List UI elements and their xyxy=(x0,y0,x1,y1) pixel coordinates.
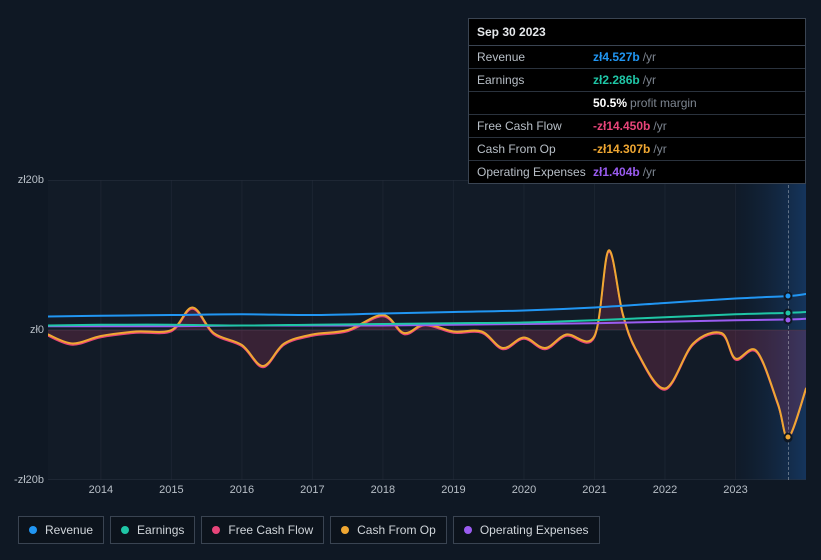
x-axis-tick-label: 2020 xyxy=(512,484,536,496)
tooltip-row-label xyxy=(477,96,593,110)
legend-item[interactable]: Earnings xyxy=(110,516,195,544)
chart-plot-area[interactable] xyxy=(48,180,806,480)
chart-legend: Revenue Earnings Free Cash Flow Cash From O… xyxy=(18,516,600,544)
legend-dot-icon xyxy=(121,526,129,534)
x-axis-tick-label: 2018 xyxy=(371,484,395,496)
tooltip-row-value: zł2.286b xyxy=(593,73,640,87)
tooltip-row-value-wrap: -zł14.307b/yr xyxy=(593,142,667,156)
chart-marker-dot xyxy=(784,292,793,301)
tooltip-row-label: Earnings xyxy=(477,73,593,87)
legend-dot-icon xyxy=(212,526,220,534)
tooltip-row-suffix: /yr xyxy=(653,119,666,133)
tooltip-row-value-wrap: zł1.404b/yr xyxy=(593,165,656,179)
y-axis-labels: -zł20bzł0zł20b xyxy=(16,160,48,460)
chart-tooltip: Sep 30 2023 Revenuezł4.527b/yrEarningszł… xyxy=(468,18,806,184)
tooltip-row-value: zł4.527b xyxy=(593,50,640,64)
legend-dot-icon xyxy=(29,526,37,534)
tooltip-row-value: zł1.404b xyxy=(593,165,640,179)
tooltip-row-suffix: /yr xyxy=(643,73,656,87)
x-axis-tick-label: 2019 xyxy=(441,484,465,496)
legend-item-label: Revenue xyxy=(45,523,93,537)
y-axis-tick-label: -zł20b xyxy=(14,474,44,486)
x-axis-tick-label: 2017 xyxy=(300,484,324,496)
tooltip-row-suffix: /yr xyxy=(643,50,656,64)
x-axis-tick-label: 2022 xyxy=(653,484,677,496)
tooltip-row-label: Revenue xyxy=(477,50,593,64)
financials-chart[interactable]: -zł20bzł0zł20b 2014201520162017201820192… xyxy=(16,160,806,500)
legend-item[interactable]: Operating Expenses xyxy=(453,516,600,544)
tooltip-row-value: -zł14.307b xyxy=(593,142,650,156)
tooltip-row-value-wrap: zł4.527b/yr xyxy=(593,50,656,64)
tooltip-row-value: -zł14.450b xyxy=(593,119,650,133)
legend-item-label: Operating Expenses xyxy=(480,523,589,537)
x-axis-tick-label: 2015 xyxy=(159,484,183,496)
tooltip-row: Operating Expenseszł1.404b/yr xyxy=(469,161,805,183)
tooltip-row-suffix: /yr xyxy=(653,142,666,156)
legend-item-label: Free Cash Flow xyxy=(228,523,313,537)
tooltip-row-value: 50.5% xyxy=(593,96,627,110)
tooltip-row-value-wrap: -zł14.450b/yr xyxy=(593,119,667,133)
tooltip-row-label: Free Cash Flow xyxy=(477,119,593,133)
x-axis-tick-label: 2021 xyxy=(582,484,606,496)
legend-item-label: Cash From Op xyxy=(357,523,436,537)
legend-item[interactable]: Revenue xyxy=(18,516,104,544)
tooltip-row-suffix: /yr xyxy=(643,165,656,179)
y-axis-tick-label: zł0 xyxy=(30,324,44,336)
legend-item[interactable]: Free Cash Flow xyxy=(201,516,324,544)
x-axis-tick-label: 2023 xyxy=(723,484,747,496)
x-axis-labels: 2014 2015 2016 2017 2018 2019 2020 2021 2022 2023 xyxy=(48,484,806,500)
chart-marker-dot xyxy=(784,315,793,324)
tooltip-date: Sep 30 2023 xyxy=(469,19,805,46)
tooltip-row: Revenuezł4.527b/yr xyxy=(469,46,805,69)
tooltip-row: Free Cash Flow-zł14.450b/yr xyxy=(469,115,805,138)
tooltip-row: 50.5%profit margin xyxy=(469,92,805,115)
tooltip-row-label: Operating Expenses xyxy=(477,165,593,179)
x-axis-tick-label: 2014 xyxy=(89,484,113,496)
chart-marker-dot xyxy=(784,433,793,442)
tooltip-row: Earningszł2.286b/yr xyxy=(469,69,805,92)
tooltip-row-suffix: profit margin xyxy=(630,96,697,110)
legend-item[interactable]: Cash From Op xyxy=(330,516,447,544)
x-axis-tick-label: 2016 xyxy=(230,484,254,496)
legend-dot-icon xyxy=(464,526,472,534)
tooltip-row-value-wrap: 50.5%profit margin xyxy=(593,96,697,110)
y-axis-tick-label: zł20b xyxy=(18,174,44,186)
tooltip-row-value-wrap: zł2.286b/yr xyxy=(593,73,656,87)
legend-item-label: Earnings xyxy=(137,523,184,537)
legend-dot-icon xyxy=(341,526,349,534)
tooltip-row: Cash From Op-zł14.307b/yr xyxy=(469,138,805,161)
tooltip-row-label: Cash From Op xyxy=(477,142,593,156)
